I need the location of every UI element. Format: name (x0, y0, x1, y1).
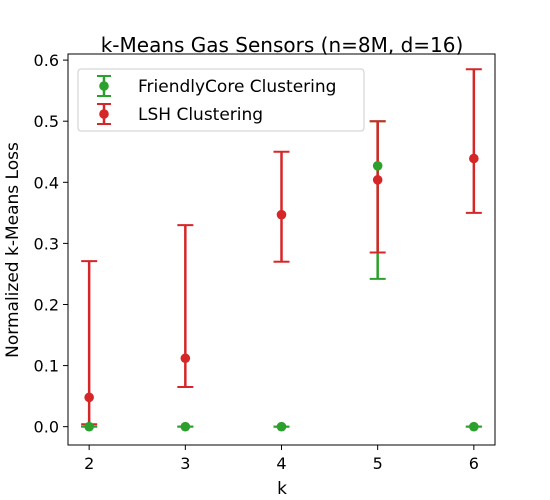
x-tick-label: 4 (276, 454, 286, 473)
friendlycore-clustering-point (84, 421, 94, 432)
lsh-clustering-point (180, 353, 191, 364)
x-axis-label: k (277, 479, 287, 499)
y-tick-label: 0.1 (34, 357, 59, 376)
legend-friendlycore-clustering-marker (99, 81, 109, 91)
legend-box (77, 68, 365, 132)
lsh-clustering-point (469, 153, 479, 164)
y-tick-label: 0.0 (34, 418, 59, 437)
chart-title: k-Means Gas Sensors (n=8M, d=16) (101, 33, 464, 57)
x-tick-label: 5 (373, 454, 383, 473)
plot-frame (67, 53, 496, 446)
y-tick-label: 0.5 (34, 112, 59, 131)
x-tick-label: 3 (180, 454, 190, 473)
friendlycore-clustering-point (180, 421, 191, 432)
lsh-clustering-point (372, 175, 383, 185)
y-tick-label: 0.3 (34, 234, 59, 253)
legend-lsh-clustering-label: LSH Clustering (138, 105, 263, 125)
friendlycore-clustering-point (372, 161, 383, 171)
friendlycore-clustering-point (469, 421, 479, 432)
friendlycore-clustering-point (276, 421, 287, 432)
x-tick-label: 2 (84, 454, 94, 473)
legend: FriendlyCore Clustering LSH Clustering (77, 68, 365, 132)
legend-lsh-clustering-marker (99, 109, 109, 119)
y-tick-label: 0.6 (34, 51, 59, 70)
lsh-clustering-point (84, 392, 94, 403)
lsh-clustering-point (276, 209, 287, 220)
y-axis-label: Normalized k-Means Loss (3, 142, 23, 358)
legend-friendlycore-clustering-label: FriendlyCore Clustering (138, 77, 336, 97)
y-tick-label: 0.4 (34, 173, 59, 192)
plot-area: 2 3 4 5 6 0.0 0.1 0.2 0.3 0.4 0.5 0.6 (34, 51, 482, 473)
y-tick-label: 0.2 (34, 295, 59, 314)
x-tick-label: 6 (469, 454, 479, 473)
